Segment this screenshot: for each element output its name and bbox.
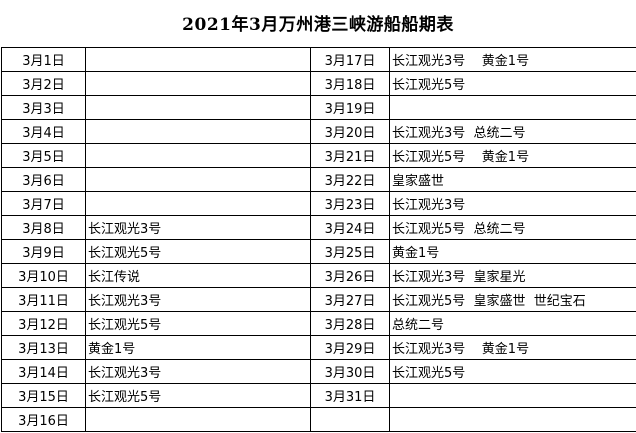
ships-cell [85, 47, 311, 72]
ships-cell [85, 119, 311, 144]
ships-cell [85, 167, 311, 192]
date-cell: 3月19日 [310, 95, 390, 120]
date-cell: 3月17日 [310, 47, 390, 72]
ships-cell [389, 95, 636, 120]
ships-cell [85, 95, 311, 120]
table-row: 3月3日 3月19日 [1, 95, 636, 120]
ships-cell: 长江观光5号 [389, 359, 636, 384]
date-cell: 3月27日 [310, 287, 390, 312]
ships-cell: 长江观光5号 [85, 383, 311, 408]
ships-cell: 长江观光5号 [389, 71, 636, 96]
ships-cell: 长江观光5号 总统二号 [389, 215, 636, 240]
ships-cell: 长江观光5号 [85, 311, 311, 336]
ships-cell: 长江观光3号 [85, 359, 311, 384]
ships-cell: 长江观光5号 黄金1号 [389, 143, 636, 168]
ships-cell: 总统二号 [389, 311, 636, 336]
ships-cell: 长江传说 [85, 263, 311, 288]
ships-cell: 长江观光3号 [85, 287, 311, 312]
table-row: 3月2日 3月18日 长江观光5号 [1, 71, 636, 96]
ships-cell: 长江观光5号 [85, 239, 311, 264]
date-cell: 3月20日 [310, 119, 390, 144]
date-cell: 3月31日 [310, 383, 390, 408]
date-cell: 3月8日 [1, 215, 86, 240]
date-cell: 3月29日 [310, 335, 390, 360]
table-row: 3月7日 3月23日 长江观光3号 [1, 191, 636, 216]
date-cell: 3月4日 [1, 119, 86, 144]
table-row: 3月9日 长江观光5号 3月25日 黄金1号 [1, 239, 636, 264]
date-cell: 3月22日 [310, 167, 390, 192]
table-row: 3月11日 长江观光3号 3月27日 长江观光5号 皇家盛世 世纪宝石 [1, 287, 636, 312]
date-cell: 3月21日 [310, 143, 390, 168]
date-cell: 3月14日 [1, 359, 86, 384]
date-cell: 3月24日 [310, 215, 390, 240]
date-cell: 3月30日 [310, 359, 390, 384]
date-cell: 3月12日 [1, 311, 86, 336]
table-row: 3月14日 长江观光3号 3月30日 长江观光5号 [1, 359, 636, 384]
table-row: 3月6日 3月22日 皇家盛世 [1, 167, 636, 192]
ships-cell: 长江观光3号 皇家星光 [389, 263, 636, 288]
table-row: 3月10日 长江传说 3月26日 长江观光3号 皇家星光 [1, 263, 636, 288]
date-cell: 3月6日 [1, 167, 86, 192]
date-cell [310, 407, 390, 432]
ships-cell [389, 407, 636, 432]
table-row: 3月13日 黄金1号 3月29日 长江观光3号 黄金1号 [1, 335, 636, 360]
date-cell: 3月13日 [1, 335, 86, 360]
ships-cell: 黄金1号 [389, 239, 636, 264]
date-cell: 3月23日 [310, 191, 390, 216]
ships-cell: 长江观光5号 皇家盛世 世纪宝石 [389, 287, 636, 312]
table-row: 3月1日 3月17日 长江观光3号 黄金1号 [1, 47, 636, 72]
page-title: 2021年3月万州港三峡游船船期表 [182, 15, 454, 35]
date-cell: 3月26日 [310, 263, 390, 288]
ships-cell: 长江观光3号 黄金1号 [389, 335, 636, 360]
date-cell: 3月11日 [1, 287, 86, 312]
table-row: 3月5日 3月21日 长江观光5号 黄金1号 [1, 143, 636, 168]
ships-cell: 长江观光3号 总统二号 [389, 119, 636, 144]
table-row: 3月16日 [1, 407, 636, 432]
table-row: 3月4日 3月20日 长江观光3号 总统二号 [1, 119, 636, 144]
ships-cell [85, 71, 311, 96]
date-cell: 3月5日 [1, 143, 86, 168]
date-cell: 3月7日 [1, 191, 86, 216]
date-cell: 3月9日 [1, 239, 86, 264]
table-row: 3月15日 长江观光5号 3月31日 [1, 383, 636, 408]
ships-cell [85, 143, 311, 168]
date-cell: 3月25日 [310, 239, 390, 264]
ships-cell [85, 407, 311, 432]
schedule-table: 3月1日 3月17日 长江观光3号 黄金1号 3月2日 3月18日 长江观光5号 3月3日 3… [1, 47, 636, 432]
date-cell: 3月10日 [1, 263, 86, 288]
ships-cell: 长江观光3号 [389, 191, 636, 216]
date-cell: 3月1日 [1, 47, 86, 72]
date-cell: 3月28日 [310, 311, 390, 336]
date-cell: 3月16日 [1, 407, 86, 432]
date-cell: 3月15日 [1, 383, 86, 408]
table-row: 3月12日 长江观光5号 3月28日 总统二号 [1, 311, 636, 336]
date-cell: 3月3日 [1, 95, 86, 120]
date-cell: 3月18日 [310, 71, 390, 96]
ships-cell: 长江观光3号 [85, 215, 311, 240]
table-row: 3月8日 长江观光3号 3月24日 长江观光5号 总统二号 [1, 215, 636, 240]
date-cell: 3月2日 [1, 71, 86, 96]
ships-cell: 黄金1号 [85, 335, 311, 360]
ships-cell [389, 383, 636, 408]
ships-cell: 长江观光3号 黄金1号 [389, 47, 636, 72]
ships-cell: 皇家盛世 [389, 167, 636, 192]
ships-cell [85, 191, 311, 216]
